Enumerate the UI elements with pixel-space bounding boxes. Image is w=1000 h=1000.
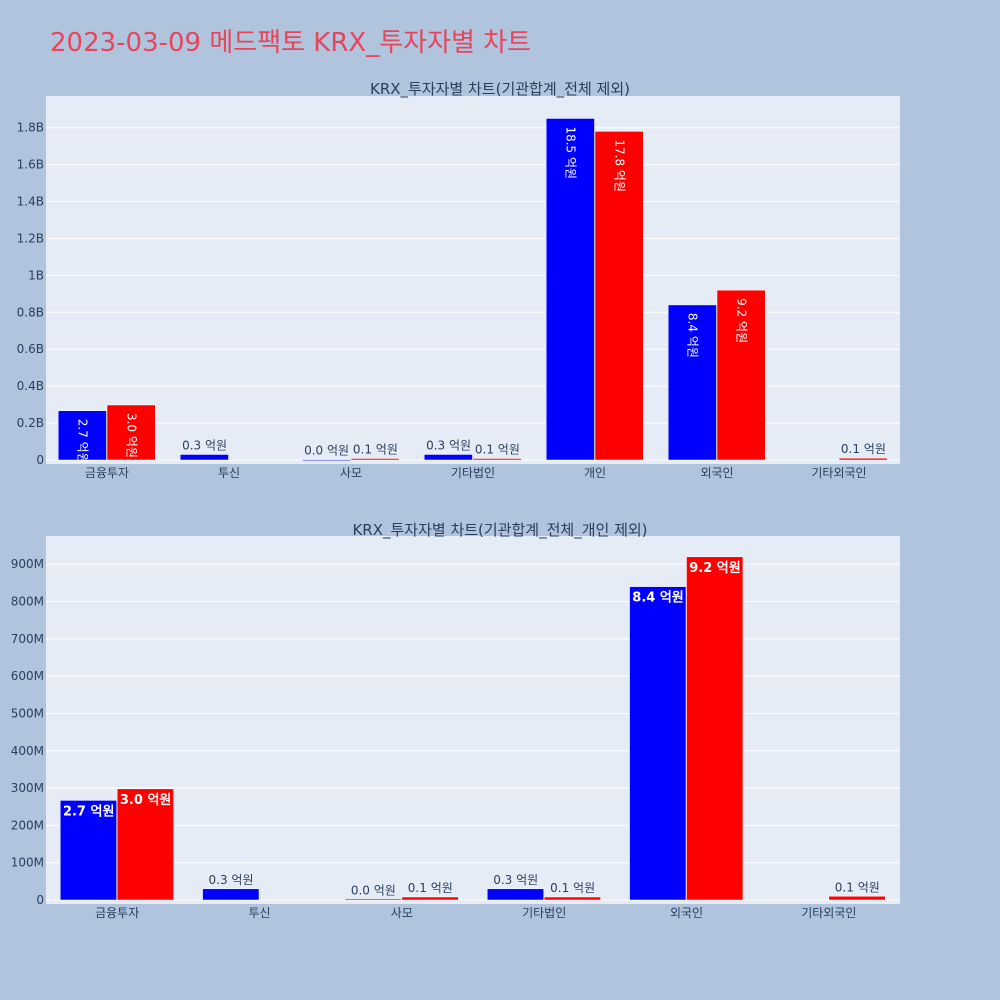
bar-data-label: 18.5 억원: [564, 126, 578, 179]
bar: [686, 556, 744, 901]
plot-area: [46, 96, 900, 464]
y-tick-label: 0: [36, 893, 44, 907]
x-tick-label: 투신: [248, 906, 270, 920]
bar-data-label: 0.1 억원: [841, 442, 886, 456]
y-tick-label: 1.6B: [17, 158, 44, 172]
bar: [344, 899, 402, 901]
bar: [543, 896, 601, 901]
bar-data-label: 17.8 억원: [612, 139, 626, 192]
bar-data-label: 9.2 억원: [734, 298, 748, 343]
bar: [472, 458, 522, 461]
bar-data-label: 9.2 억원: [689, 561, 740, 576]
bar-data-label: 0.0 억원: [304, 444, 349, 458]
bar-data-label: 0.1 억원: [835, 880, 880, 894]
y-tick-label: 900M: [11, 557, 44, 571]
bar: [838, 457, 888, 461]
x-tick-label: 외국인: [700, 466, 733, 480]
x-tick-label: 기타외국인: [811, 466, 866, 480]
y-tick-label: 300M: [11, 781, 44, 795]
bar: [629, 586, 687, 901]
bar: [545, 118, 595, 461]
bar: [401, 896, 459, 901]
x-tick-label: 기타외국인: [801, 906, 856, 920]
x-tick-label: 외국인: [670, 906, 703, 920]
y-tick-label: 1.2B: [17, 231, 44, 245]
y-tick-label: 700M: [11, 632, 44, 646]
bar: [828, 896, 886, 901]
plot-area: [46, 536, 900, 904]
page-title: 2023-03-09 메드팩토 KRX_투자자별 차트: [50, 28, 532, 58]
y-tick-label: 0.8B: [17, 305, 44, 319]
x-tick-label: 기타법인: [451, 466, 495, 480]
x-tick-label: 투신: [218, 466, 240, 480]
y-tick-label: 1.4B: [17, 195, 44, 209]
bar: [423, 454, 473, 461]
bar-data-label: 0.1 억원: [408, 881, 453, 895]
chart-title: KRX_투자자별 차트(기관합계_전체 제외): [370, 80, 630, 99]
y-tick-label: 0.2B: [17, 416, 44, 430]
x-tick-label: 사모: [391, 906, 413, 920]
bar: [716, 289, 766, 461]
y-tick-label: 200M: [11, 818, 44, 832]
bar: [202, 888, 260, 901]
bar: [57, 410, 107, 461]
bar: [116, 788, 174, 901]
x-tick-label: 금융투자: [85, 466, 129, 480]
chart-1: 0 0.2B 0.4B 0.6B 0.8B 1B 1.2B 1.4B 1.6B 1.8B KRX_투…: [17, 80, 900, 480]
bar: [106, 404, 156, 461]
y-tick-label: 100M: [11, 856, 44, 870]
bar-data-label: 0.3 억원: [182, 438, 227, 452]
bar-data-label: 0.1 억원: [475, 443, 520, 457]
x-tick-label: 개인: [584, 466, 606, 480]
bar: [350, 458, 400, 461]
x-tick-label: 사모: [340, 466, 362, 480]
y-tick-label: 600M: [11, 669, 44, 683]
bar: [667, 304, 717, 461]
chart-2: 0 100M 200M 300M 400M 500M 600M 700M 800M 900M KRX…: [11, 521, 900, 920]
bar: [301, 459, 351, 461]
y-tick-label: 1B: [28, 268, 44, 282]
bar-data-label: 0.3 억원: [493, 873, 538, 887]
y-tick-label: 0.6B: [17, 342, 44, 356]
bar-data-label: 0.0 억원: [351, 883, 396, 897]
bar-data-label: 3.0 억원: [124, 413, 138, 458]
bar: [59, 800, 117, 901]
bar-data-label: 8.4 억원: [686, 313, 700, 358]
bar-data-label: 0.3 억원: [209, 873, 254, 887]
bar-data-label: 0.1 억원: [550, 881, 595, 895]
bar: [179, 454, 229, 461]
x-tick-label: 기타법인: [522, 906, 566, 920]
y-tick-label: 400M: [11, 744, 44, 758]
y-tick-label: 0.4B: [17, 379, 44, 393]
chart-title: KRX_투자자별 차트(기관합계_전체_개인 제외): [352, 521, 647, 540]
bar: [594, 131, 644, 461]
bar-data-label: 2.7 억원: [63, 804, 114, 819]
bar-data-label: 0.1 억원: [353, 443, 398, 457]
bar-data-label: 3.0 억원: [120, 793, 171, 808]
y-tick-label: 0: [36, 453, 44, 467]
x-tick-label: 금융투자: [95, 906, 139, 920]
y-tick-label: 500M: [11, 706, 44, 720]
bar-data-label: 8.4 억원: [632, 591, 683, 606]
bar-data-label: 0.3 억원: [426, 438, 471, 452]
bar: [486, 888, 544, 901]
y-tick-label: 800M: [11, 595, 44, 609]
y-tick-label: 1.8B: [17, 121, 44, 135]
bar-data-label: 2.7 억원: [76, 419, 90, 464]
